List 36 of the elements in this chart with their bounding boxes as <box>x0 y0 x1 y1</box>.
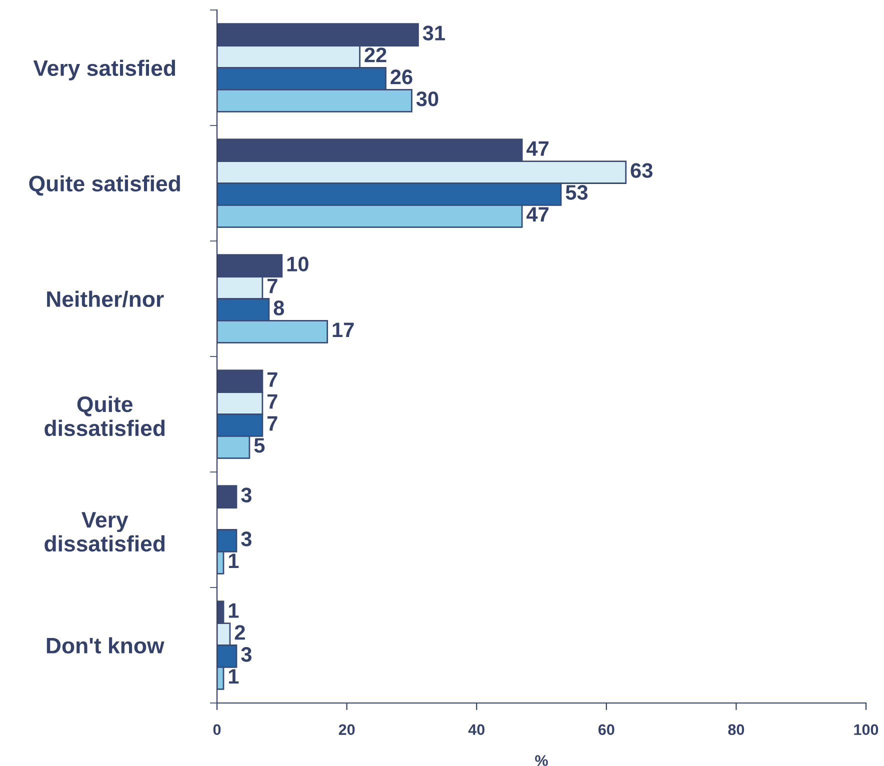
x-tick-label: 80 <box>728 724 744 736</box>
data-label: 8 <box>274 300 284 316</box>
x-tick-label: 0 <box>213 724 221 736</box>
x-tick-label: 20 <box>338 724 355 736</box>
y-tick-label: Neither/nor <box>47 290 164 308</box>
data-label: 7 <box>267 278 278 294</box>
data-label: 5 <box>254 438 265 453</box>
data-label: 7 <box>267 372 278 387</box>
data-label: 7 <box>267 416 278 431</box>
data-label: 7 <box>267 394 278 409</box>
data-label: 53 <box>566 185 588 200</box>
data-label: 22 <box>364 48 386 62</box>
y-tick-label: Very satisfied <box>33 60 176 80</box>
data-label: 2 <box>234 625 245 640</box>
data-label: 63 <box>630 163 652 178</box>
x-tick-label: 60 <box>598 724 614 736</box>
data-label: 47 <box>526 207 548 222</box>
data-label: 47 <box>526 141 548 156</box>
data-label: 3 <box>241 647 252 662</box>
data-label: 10 <box>287 256 308 272</box>
data-label: 1 <box>228 603 239 618</box>
data-label: 1 <box>228 669 239 684</box>
data-label: 1 <box>228 554 239 568</box>
data-label: 31 <box>422 26 445 40</box>
data-label: 3 <box>241 532 252 546</box>
data-label: 26 <box>390 70 412 84</box>
data-label: 30 <box>416 92 438 106</box>
y-tick-label: Don't know <box>46 637 164 654</box>
x-tick-label: 100 <box>854 724 878 736</box>
y-tick-label: Quite dissatisfied <box>44 396 165 436</box>
y-tick-label: Very dissatisfied <box>44 512 165 552</box>
data-label: 3 <box>241 488 252 502</box>
y-tick-label: Quite satisfied <box>29 175 180 196</box>
x-tick-label: 40 <box>468 724 484 736</box>
data-label: 17 <box>332 322 354 338</box>
x-axis-title: % <box>535 755 548 766</box>
